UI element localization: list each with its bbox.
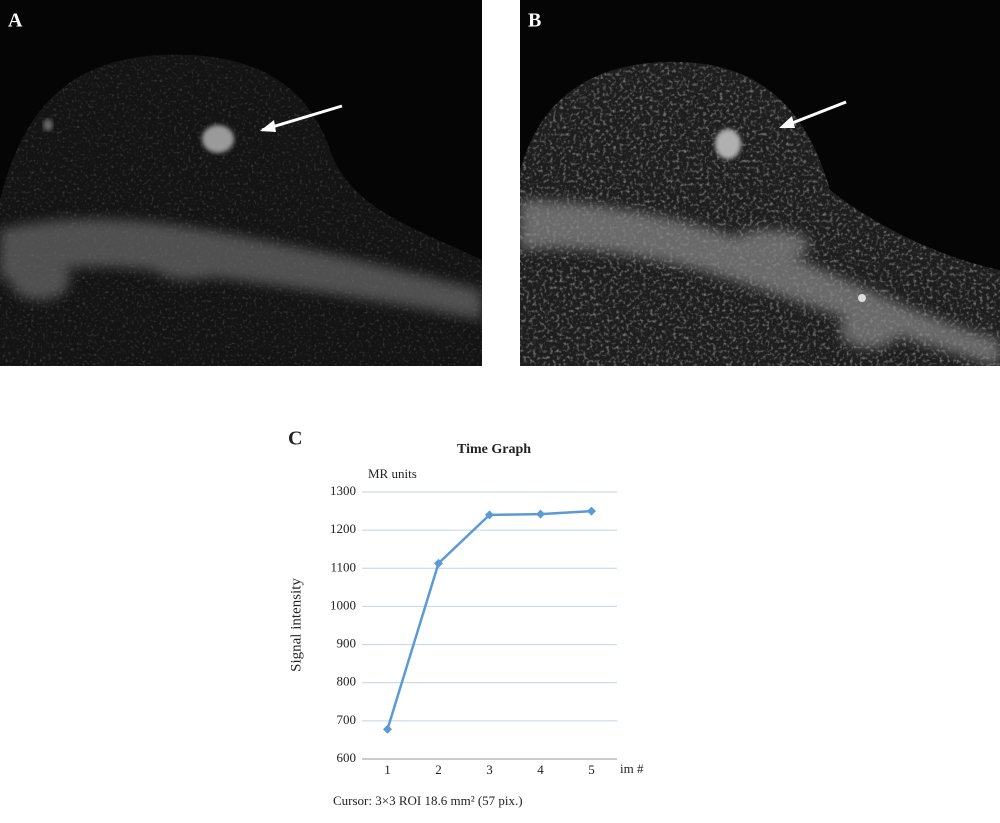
y-tick-label: 1200: [330, 521, 356, 536]
lesion: [202, 125, 234, 153]
panel-label: A: [8, 10, 23, 32]
lesion: [715, 129, 741, 159]
x-axis-label: im #: [620, 761, 644, 776]
y-unit-label: MR units: [368, 466, 417, 481]
y-tick-label: 1000: [330, 597, 356, 612]
data-point: [485, 510, 494, 520]
y-tick-label: 1100: [330, 559, 356, 574]
y-tick-label: 600: [337, 750, 357, 765]
mri-image-b: [520, 0, 1000, 366]
x-tick-label: 1: [384, 762, 391, 777]
data-point: [383, 724, 392, 734]
x-tick-label: 3: [486, 762, 493, 777]
mri-image-a: [0, 0, 482, 366]
y-axis-label: Signal intensity: [288, 578, 304, 672]
x-tick-label: 4: [537, 762, 544, 777]
y-tick-label: 700: [337, 712, 357, 727]
y-tick-label: 900: [337, 636, 357, 651]
data-point: [587, 506, 596, 516]
footer: Cursor: 3×3 ROI 18.6 mm² (57 pix.): [333, 793, 523, 808]
data-line: [386, 509, 592, 730]
x-tick-label: 2: [435, 762, 442, 777]
data-point: [536, 509, 545, 519]
y-tick-label: 1300: [330, 483, 356, 498]
y-tick-label: 800: [337, 674, 357, 689]
panel-label: C: [288, 428, 302, 450]
x-tick-label: 5: [588, 762, 595, 777]
panel-label: B: [528, 10, 541, 32]
arrow: [261, 104, 343, 132]
chart-title: Time Graph: [457, 442, 531, 457]
data-point: [434, 558, 443, 568]
